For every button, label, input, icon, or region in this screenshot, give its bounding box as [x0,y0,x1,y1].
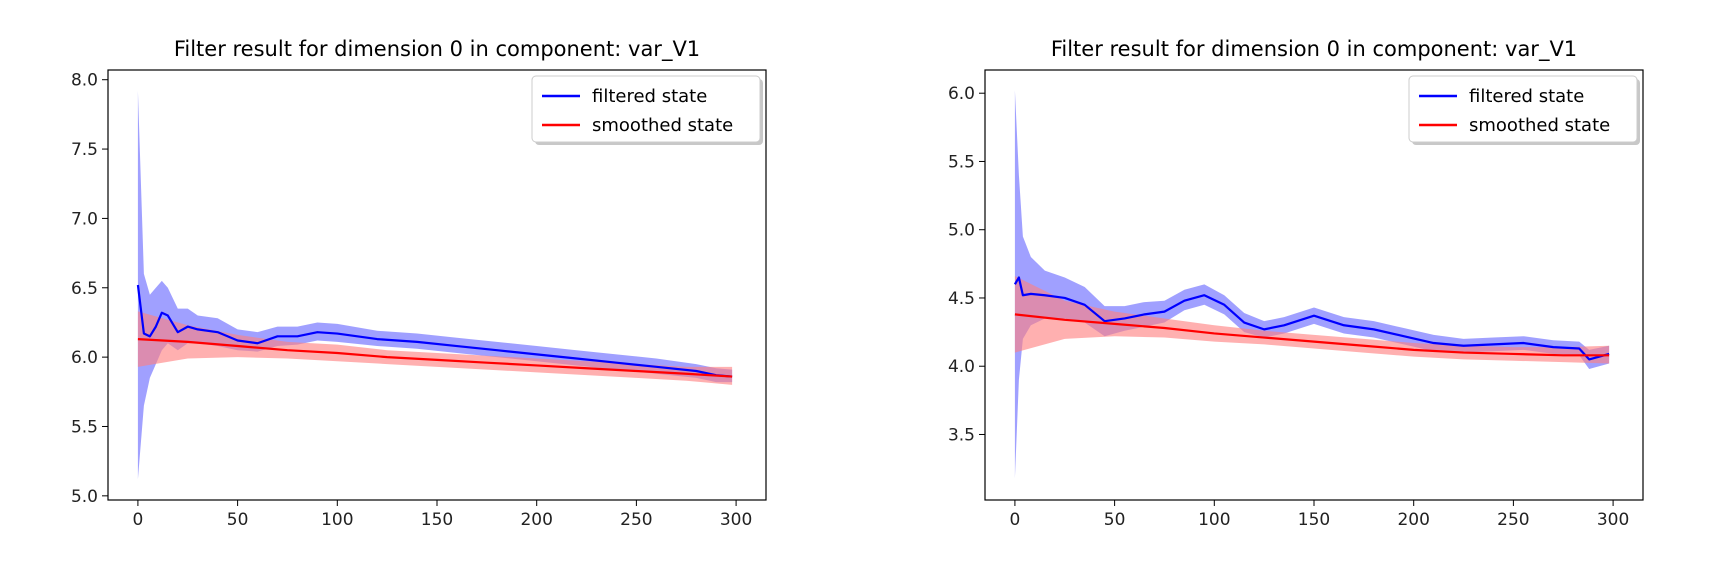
x-tick-label: 100 [1198,510,1230,530]
y-tick-label: 6.5 [71,279,98,299]
y-tick-label: 6.0 [71,348,98,368]
x-tick-label: 300 [1597,510,1629,530]
y-tick-label: 5.0 [948,221,975,241]
chart-title: Filter result for dimension 0 in compone… [174,37,700,62]
y-tick-label: 8.0 [71,71,98,91]
x-tick-label: 0 [132,510,143,530]
legend-label: smoothed state [592,115,733,136]
legend-box [1408,75,1638,143]
y-tick-label: 6.0 [948,84,975,104]
x-tick-label: 50 [1104,510,1126,530]
plot-area [1013,90,1610,479]
legend-label: filtered state [592,86,707,107]
legend: filtered state smoothed state [1408,75,1640,145]
x-tick-label: 300 [720,510,752,530]
x-tick-label: 200 [520,510,552,530]
chart-title: Filter result for dimension 0 in compone… [1051,37,1577,62]
legend-label: filtered state [1469,86,1584,107]
x-tick-label: 200 [1397,510,1429,530]
y-tick-label: 5.0 [71,487,98,507]
x-tick-label: 0 [1009,510,1020,530]
x-tick-label: 250 [1497,510,1529,530]
y-tick-label: 4.0 [948,357,975,377]
chart-panel-1: Filter result for dimension 0 in compone… [71,37,767,530]
confidence-band-filtered [137,90,733,480]
y-tick-label: 7.5 [71,140,98,160]
y-tick-label: 5.5 [71,417,98,437]
confidence-band-smoothed [137,311,733,385]
confidence-band-filtered [1014,90,1610,479]
x-tick-label: 250 [620,510,652,530]
series-line-filtered-state [136,284,733,378]
y-tick-label: 7.0 [71,209,98,229]
chart-panel-2: Filter result for dimension 0 in compone… [948,37,1644,530]
legend-label: smoothed state [1469,115,1610,136]
series-line-smoothed-state [137,337,733,378]
x-tick-label: 100 [321,510,353,530]
y-tick-label: 3.5 [948,425,975,445]
legend-box [531,75,761,143]
x-tick-label: 150 [421,510,453,530]
series-line-smoothed-state [1014,313,1610,357]
y-tick-label: 5.5 [948,152,975,172]
series-line-filtered-state [1013,276,1610,361]
x-tick-label: 150 [1298,510,1330,530]
legend: filtered state smoothed state [531,75,763,145]
x-tick-label: 50 [227,510,249,530]
y-tick-label: 4.5 [948,289,975,309]
plot-area [136,90,733,480]
